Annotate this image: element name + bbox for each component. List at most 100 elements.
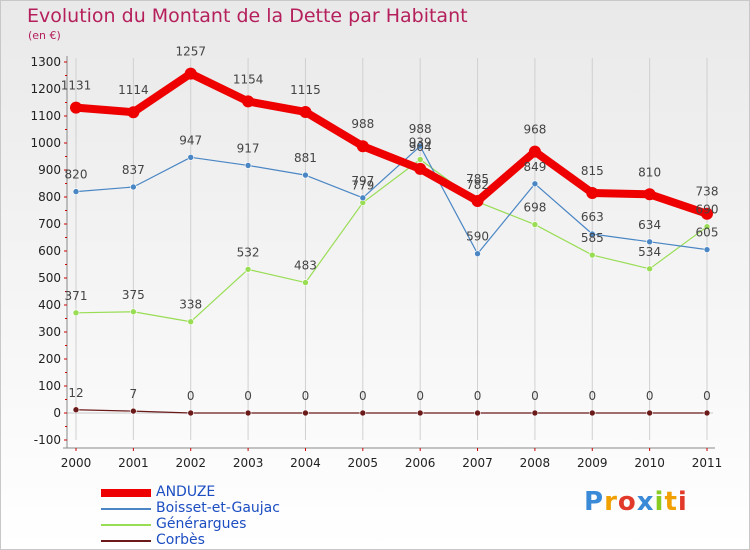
y-tick-label: 1000 [30,136,61,150]
data-point [242,95,255,108]
legend-swatch [101,489,151,497]
series-line [75,145,708,255]
legend-swatch [101,540,151,542]
legend-label: Générargues [156,516,247,532]
data-point [130,183,137,191]
data-label: 7 [130,387,138,401]
data-label: 1114 [118,83,149,97]
data-label: 849 [523,160,546,174]
proxiti-logo: Proxiti [584,487,688,517]
data-label: 663 [581,210,604,224]
data-label: 939 [409,135,432,149]
x-tick-label: 2003 [233,456,264,470]
data-point [703,246,711,253]
legend-swatch [101,524,151,526]
data-label: 0 [703,389,711,403]
data-point [586,186,599,199]
data-point [646,238,653,246]
data-label: 12 [68,386,83,400]
data-point [701,207,713,220]
x-tick-label: 2010 [634,456,665,470]
data-point [299,105,312,118]
legend-item: ANDUZE [101,484,361,501]
y-tick-label: 0 [53,406,61,420]
data-point [528,145,541,158]
series-line [75,158,708,323]
data-label: 634 [638,218,661,232]
data-point [531,409,539,417]
legend-item: Corbès [101,532,361,549]
data-label: 534 [638,245,661,259]
data-labels: 12 7 0 0 0 0 0 0 0 0 0 0 371 375 338 532 483 779 939 782 698… [61,45,719,403]
data-point [127,106,140,119]
data-point [72,406,80,414]
data-label: 0 [187,389,195,403]
data-point [187,154,195,161]
data-label: 585 [581,231,604,245]
x-tick-label: 2005 [348,456,379,470]
logo-letter: o [617,487,637,517]
data-point [244,266,252,273]
y-tick-label: 500 [38,271,61,285]
data-label: 837 [122,163,145,177]
y-tick-label: 200 [38,352,61,366]
data-point [703,223,711,230]
data-point [70,101,82,114]
y-tick-label: 1300 [30,55,61,69]
series-line [75,409,707,414]
data-label: 0 [244,389,252,403]
y-tick-label: 800 [38,190,61,204]
legend: ANDUZE Boisset-et-Gaujac Générargues Cor… [101,484,361,549]
data-point [184,67,197,80]
data-label: 0 [359,389,367,403]
data-label: 820 [65,168,88,182]
data-label: 947 [179,133,202,147]
x-tick-label: 2008 [520,456,551,470]
data-point [643,188,656,201]
data-label: 1131 [61,79,92,93]
data-label: 375 [122,288,145,302]
data-label: 968 [523,123,546,137]
data-point [416,409,424,417]
data-label: 0 [474,389,482,403]
data-label: 698 [523,201,546,215]
data-point [646,265,653,273]
data-label: 881 [294,151,317,165]
x-tick-label: 2001 [118,456,149,470]
data-point [359,409,367,417]
data-point [72,188,80,195]
chart-unit: (en €) [28,29,61,42]
y-tick-label: 900 [38,163,61,177]
data-label: 590 [466,230,489,244]
data-label: 904 [409,140,432,154]
data-label: 483 [294,259,317,273]
x-tick-label: 2002 [175,456,206,470]
data-label: 810 [638,165,661,179]
data-point [416,156,424,163]
data-label: 371 [65,289,88,303]
data-label: 0 [588,389,596,403]
data-label: 988 [351,117,374,131]
data-label: 782 [466,178,489,192]
y-tick-label: 1100 [30,109,61,123]
legend-swatch [101,508,151,510]
data-point [130,308,137,316]
series-layer [70,67,713,417]
data-point [588,230,596,238]
data-label: 988 [409,122,432,136]
data-label: 0 [416,389,424,403]
data-label: 1257 [175,45,206,59]
logo-letter: r [604,487,618,517]
grid [67,58,713,440]
data-point [302,279,309,286]
chart-title: Evolution du Montant de la Dette par Hab… [27,5,468,27]
data-point [356,140,369,153]
data-label: 815 [581,164,604,178]
data-label: 738 [696,185,719,199]
data-point [130,407,137,415]
y-tick-label: 400 [38,298,61,312]
data-point [703,409,711,417]
data-label: 690 [696,203,719,217]
y-tick-label: 300 [38,325,61,339]
data-point [414,162,427,175]
